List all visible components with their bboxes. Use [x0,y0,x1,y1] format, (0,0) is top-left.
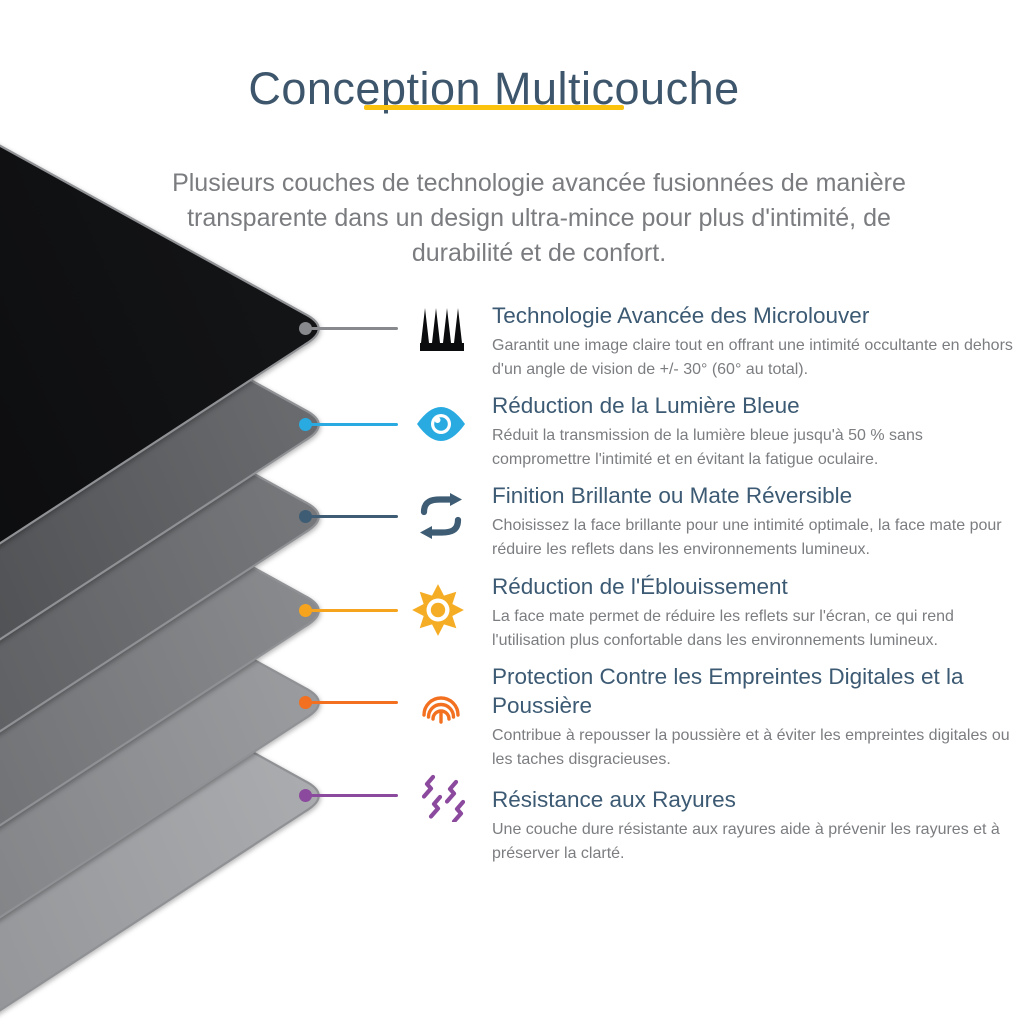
feature-description: Choisissez la face brillante pour une in… [492,517,1002,558]
microlouver-comb-icon [414,302,468,356]
connector-dot [299,321,312,335]
sun-icon [411,583,465,637]
connector-reversible [299,509,398,523]
connector-line [311,793,398,797]
connector-line [311,422,398,426]
feature-title: Réduction de la Lumière Bleue [492,393,800,418]
feature-microlouver: Technologie Avancée des Microlouver Gara… [414,301,1024,382]
connector-fingerprint [299,695,398,709]
connector-line [311,326,398,330]
scratch-lines-icon [414,771,468,825]
connector-line [311,608,398,612]
feature-title: Technologie Avancée des Microlouver [492,303,870,328]
feature-description: Une couche dure résistante aux rayures a… [492,821,1000,862]
feature-title: Protection Contre les Empreintes Digital… [492,664,964,718]
feature-scratch: Résistance aux Rayures Une couche dure r… [414,774,1024,866]
connector-scratch [299,788,398,802]
connector-bluelight [299,417,398,431]
feature-reversible: Finition Brillante ou Mate Réversible Ch… [414,481,1024,562]
feature-bluelight: Réduction de la Lumière Bleue Réduit la … [414,391,1024,472]
title-underline [364,105,624,110]
connector-dot [299,788,312,802]
feature-title: Finition Brillante ou Mate Réversible [492,483,853,508]
feature-description: Garantit une image claire tout en offran… [492,337,1013,378]
fingerprint-icon [414,678,468,732]
connector-antiglare [299,603,398,617]
feature-antiglare: Réduction de l'Éblouissement La face mat… [411,572,1024,653]
feature-description: Réduit la transmission de la lumière ble… [492,427,923,468]
reversible-arrows-icon [414,489,468,543]
connector-line [311,514,398,518]
connector-dot [299,695,312,709]
connector-dot [299,509,312,523]
layer-1-microlouver-film [0,144,320,545]
feature-description: La face mate permet de réduire les refle… [492,608,954,649]
layer-sheets [0,144,320,1012]
feature-fingerprint: Protection Contre les Empreintes Digital… [414,662,1024,772]
intro-paragraph: Plusieurs couches de technologie avancée… [172,169,906,267]
feature-description: Contribue à repousser la poussière et à … [492,727,1010,768]
eye-icon [414,397,468,451]
feature-title: Réduction de l'Éblouissement [492,574,788,599]
feature-title: Résistance aux Rayures [492,787,736,812]
connector-microlouver [299,321,398,335]
connector-dot [299,603,312,617]
connector-dot [299,417,312,431]
connector-line [311,700,398,704]
